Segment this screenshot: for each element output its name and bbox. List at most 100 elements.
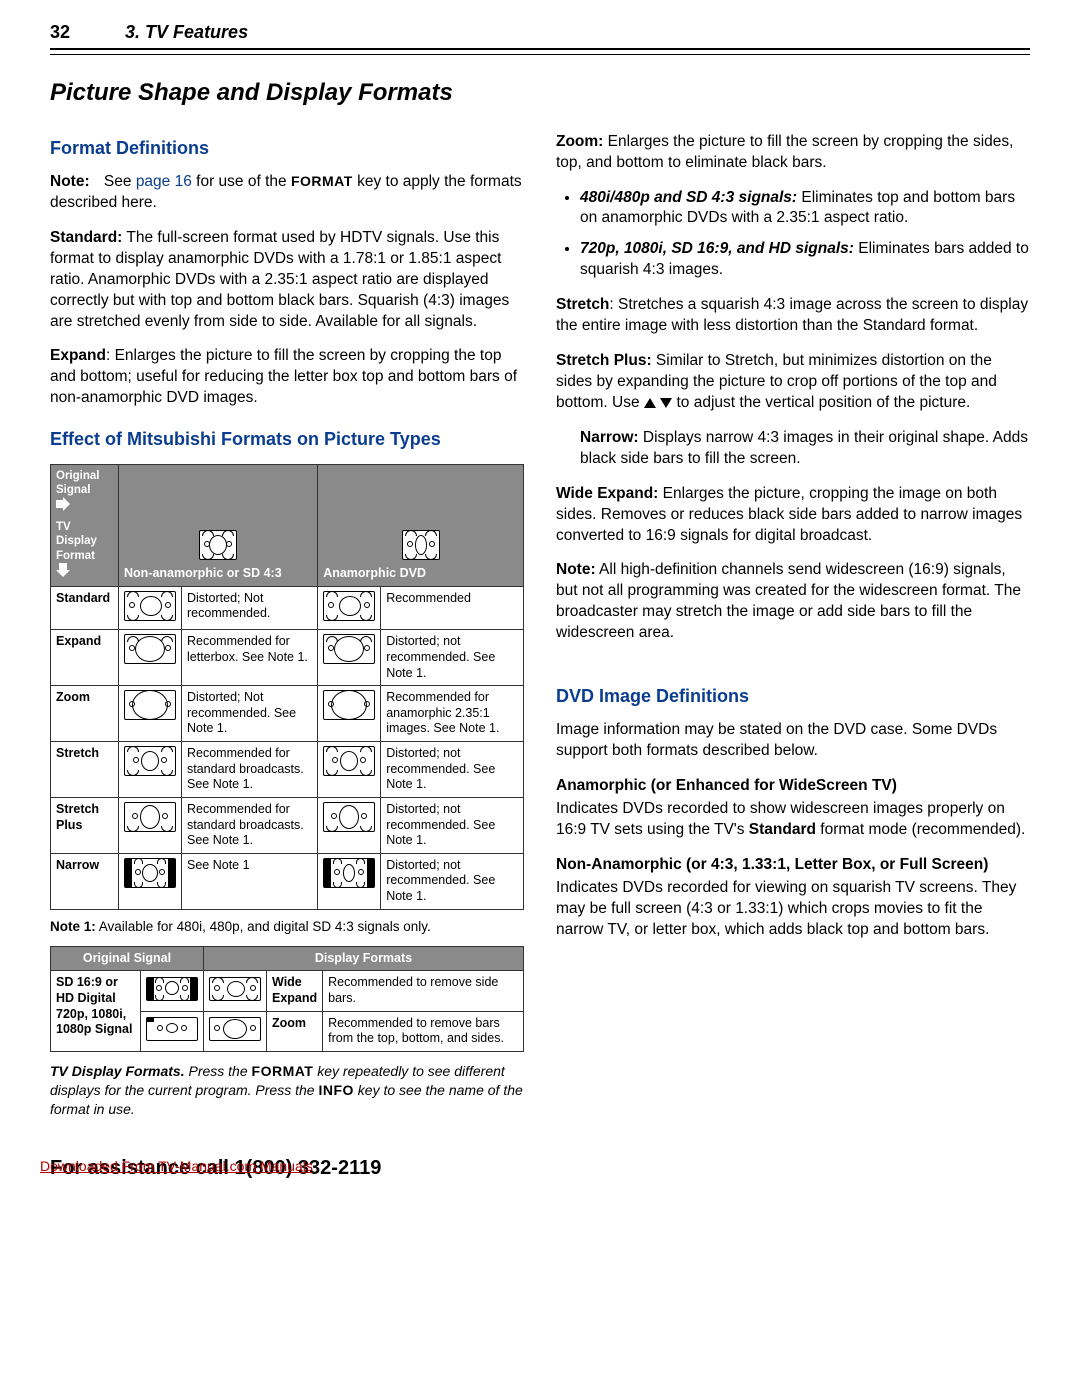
zoom-definition: Zoom: Enlarges the picture to fill the s…: [556, 132, 1030, 174]
table-row: Stretch Plus Recommended for standard br…: [51, 797, 524, 853]
standard-mode-label: Standard: [749, 821, 816, 838]
aspect-icon: [323, 591, 375, 621]
row-desc-2: Distorted; not recommended. See Note 1.: [381, 742, 524, 798]
hdr-nonana-text: Non-anamorphic or SD 4:3: [124, 566, 282, 580]
row-desc-2: Distorted; not recommended. See Note 1.: [381, 630, 524, 686]
note-text-1: See: [104, 173, 136, 190]
two-column-layout: Format Definitions Note: See page 16 for…: [50, 132, 1030, 1119]
note1-text: Available for 480i, 480p, and digital SD…: [96, 919, 431, 934]
stretch-label: Stretch: [556, 296, 609, 313]
aspect-icon: [323, 634, 375, 664]
row-name: Expand: [51, 630, 119, 686]
note1-label: Note 1:: [50, 919, 96, 934]
stretch-plus-label: Stretch Plus:: [556, 352, 652, 369]
aspect-icon: [323, 858, 375, 888]
aspect-icon: [124, 802, 176, 832]
aspect-icon: [124, 591, 176, 621]
row-desc-2: Distorted; not recommended. See Note 1.: [381, 797, 524, 853]
note-text-2: for use of the: [192, 173, 291, 190]
zoom-text: Enlarges the picture to fill the screen …: [556, 133, 1013, 171]
hd-note-text: All high-definition channels send widesc…: [556, 561, 1021, 641]
row-desc-1: Recommended for standard broadcasts. See…: [182, 797, 318, 853]
aspect-icon: [402, 530, 440, 560]
format-desc: Recommended to remove bars from the top,…: [323, 1011, 524, 1051]
heading-effect: Effect of Mitsubishi Formats on Picture …: [50, 427, 524, 451]
aspect-icon: [146, 977, 198, 1001]
row-desc-2: Recommended: [381, 586, 524, 630]
left-column: Format Definitions Note: See page 16 for…: [50, 132, 524, 1119]
display-formats-table: Original Signal Display Formats SD 16:9 …: [50, 946, 524, 1052]
stretch-plus-definition: Stretch Plus: Similar to Stretch, but mi…: [556, 351, 1030, 414]
aspect-icon: [323, 746, 375, 776]
format-name: Wide Expand: [267, 971, 323, 1011]
caption-text: Press the: [185, 1063, 252, 1079]
triangle-up-icon: [644, 398, 656, 408]
heading-dvd-definitions: DVD Image Definitions: [556, 684, 1030, 708]
row-desc-1: Distorted; Not recommended. See Note 1.: [182, 686, 318, 742]
wide-expand-label: Wide Expand:: [556, 485, 658, 502]
aspect-icon: [124, 634, 176, 664]
info-key-label: INFO: [318, 1082, 353, 1098]
standard-label: Standard:: [50, 229, 122, 246]
standard-definition: Standard: The full-screen format used by…: [50, 228, 524, 333]
narrow-label: Narrow:: [580, 429, 639, 446]
row-desc-2: Distorted; not recommended. See Note 1.: [381, 853, 524, 909]
hdr-original-signal-label: Original Signal: [56, 469, 113, 498]
non-anamorphic-label: Non-Anamorphic (or 4:3, 1.33:1, Letter B…: [556, 855, 1030, 876]
zoom-label: Zoom:: [556, 133, 603, 150]
aspect-icon: [323, 690, 375, 720]
triangle-down-icon: [660, 398, 672, 408]
row-desc-1: Distorted; Not recommended.: [182, 586, 318, 630]
rule-thin: [50, 54, 1030, 55]
row-name: Narrow: [51, 853, 119, 909]
table-header-original-signal: Original Signal TV Display Format: [51, 464, 119, 586]
hdr-non-anamorphic: Non-anamorphic or SD 4:3: [119, 464, 318, 586]
page-footer: Downloaded From TV-Manual.com Manuals Fo…: [50, 1149, 1030, 1182]
format-desc: Recommended to remove side bars.: [323, 971, 524, 1011]
signal-label: SD 16:9 or HD Digital 720p, 1080i, 1080p…: [51, 971, 141, 1052]
arrow-right-icon: [56, 497, 70, 511]
page-number: 32: [50, 20, 70, 44]
aspect-icon: [124, 858, 176, 888]
stretch-plus-text-2: to adjust the vertical position of the p…: [672, 394, 970, 411]
list-item: 480i/480p and SD 4:3 signals: Eliminates…: [580, 188, 1030, 230]
format-key-label: FORMAT: [252, 1063, 314, 1079]
expand-definition: Expand: Enlarges the picture to fill the…: [50, 346, 524, 409]
table-caption: TV Display Formats. Press the FORMAT key…: [50, 1062, 524, 1119]
page-title: Picture Shape and Display Formats: [50, 77, 1030, 109]
narrow-definition: Narrow: Displays narrow 4:3 images in th…: [580, 428, 1030, 470]
caption-lead: TV Display Formats.: [50, 1063, 185, 1079]
hdr-display-formats: Display Formats: [204, 946, 524, 971]
page-16-link[interactable]: page 16: [136, 173, 192, 190]
expand-label: Expand: [50, 347, 106, 364]
table-row: Expand Recommended for letterbox. See No…: [51, 630, 524, 686]
zoom-bullets: 480i/480p and SD 4:3 signals: Eliminates…: [556, 188, 1030, 282]
arrow-down-icon: [56, 563, 70, 577]
row-desc-2: Recommended for anamorphic 2.35:1 images…: [381, 686, 524, 742]
non-anamorphic-dvd: Non-Anamorphic (or 4:3, 1.33:1, Letter B…: [556, 855, 1030, 941]
dvd-intro: Image information may be stated on the D…: [556, 720, 1030, 762]
row-name: Stretch: [51, 742, 119, 798]
download-source-link[interactable]: Downloaded From TV-Manual.com Manuals: [40, 1157, 313, 1176]
aspect-icon: [323, 802, 375, 832]
hdr-original-signal: Original Signal: [51, 946, 204, 971]
anamorphic-dvd: Anamorphic (or Enhanced for WideScreen T…: [556, 776, 1030, 841]
row-name: Stretch Plus: [51, 797, 119, 853]
page-header: 32 3. TV Features: [50, 20, 1030, 55]
hd-note-label: Note:: [556, 561, 596, 578]
table-row: Standard Distorted; Not recommended. Rec…: [51, 586, 524, 630]
hdr-anamorphic: Anamorphic DVD: [318, 464, 524, 586]
row-desc-1: Recommended for letterbox. See Note 1.: [182, 630, 318, 686]
format-key-label: FORMAT: [291, 173, 353, 189]
narrow-text: Displays narrow 4:3 images in their orig…: [580, 429, 1028, 467]
row-name: Standard: [51, 586, 119, 630]
chapter-title: 3. TV Features: [125, 20, 248, 44]
table-row: Narrow See Note 1 Distorted; not recomme…: [51, 853, 524, 909]
note-label: Note:: [50, 173, 90, 190]
aspect-icon: [209, 1017, 261, 1041]
row-desc-1: See Note 1: [182, 853, 318, 909]
aspect-icon: [124, 690, 176, 720]
format-name: Zoom: [267, 1011, 323, 1051]
right-column: Zoom: Enlarges the picture to fill the s…: [556, 132, 1030, 1119]
aspect-icon: [199, 530, 237, 560]
